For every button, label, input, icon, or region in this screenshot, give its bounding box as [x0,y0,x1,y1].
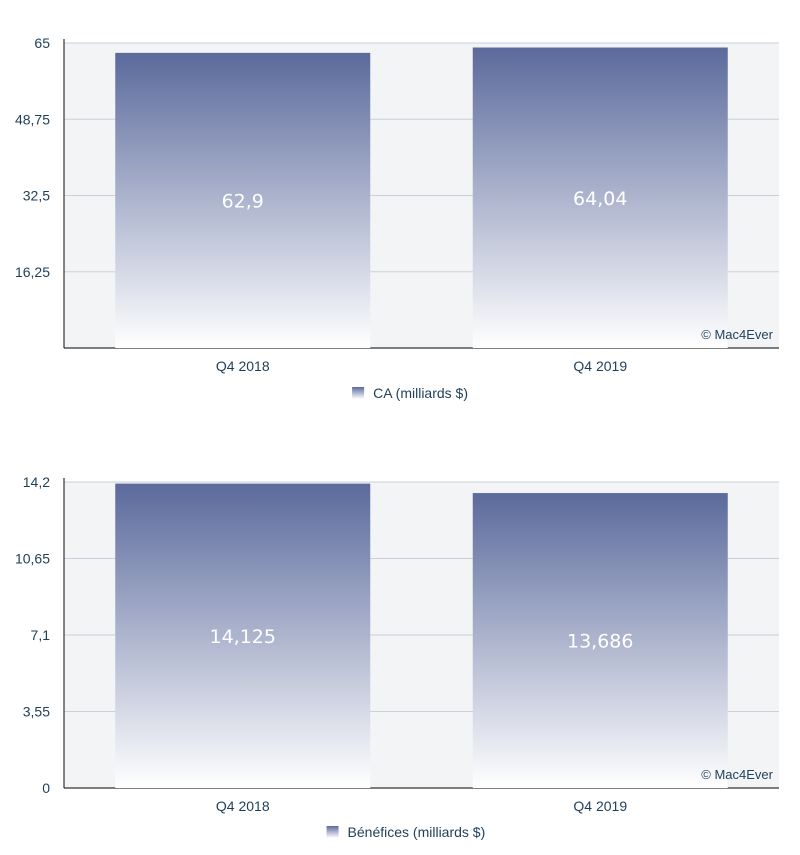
y-tick-label: 48,75 [15,111,50,127]
y-tick-label: 16,25 [15,264,50,280]
y-tick-label: 7,1 [31,627,51,643]
y-tick-label: 14,2 [23,474,50,490]
revenue-chart: 16,25 32,5 48,75 65 62,9 Q4 2018 64,04 Q4 2019 ©… [0,0,800,420]
profit-chart-svg: 0 3,55 7,1 10,65 14,2 14,125 Q4 2018 13,686 Q4 2… [15,474,779,840]
credit-text: © Mac4Ever [701,767,773,782]
bar [472,47,728,349]
bar [115,483,371,788]
y-tick-label: 3,55 [23,704,50,720]
bar-value-label: 64,04 [573,188,627,210]
bar-value-label: 13,686 [567,631,633,653]
legend-label: CA (milliards $) [373,385,468,401]
y-tick-label: 0 [42,780,50,796]
revenue-chart-svg: 16,25 32,5 48,75 65 62,9 Q4 2018 64,04 Q4 2019 ©… [15,35,779,401]
bar-value-label: 14,125 [210,626,276,648]
legend-swatch [326,826,339,838]
x-category-label: Q4 2019 [573,358,627,374]
legend-label: Bénéfices (milliards $) [348,824,486,840]
bar [472,493,728,788]
x-category-label: Q4 2018 [216,798,270,814]
x-category-label: Q4 2018 [216,358,270,374]
bar [115,52,371,348]
bar-value-label: 62,9 [222,190,264,212]
y-tick-label: 10,65 [15,551,50,567]
credit-text: © Mac4Ever [701,327,773,342]
y-tick-label: 65 [34,35,50,51]
y-tick-label: 32,5 [23,188,50,204]
legend-swatch [352,387,365,399]
x-category-label: Q4 2019 [573,798,627,814]
profit-chart: 0 3,55 7,1 10,65 14,2 14,125 Q4 2018 13,686 Q4 2… [0,428,800,855]
